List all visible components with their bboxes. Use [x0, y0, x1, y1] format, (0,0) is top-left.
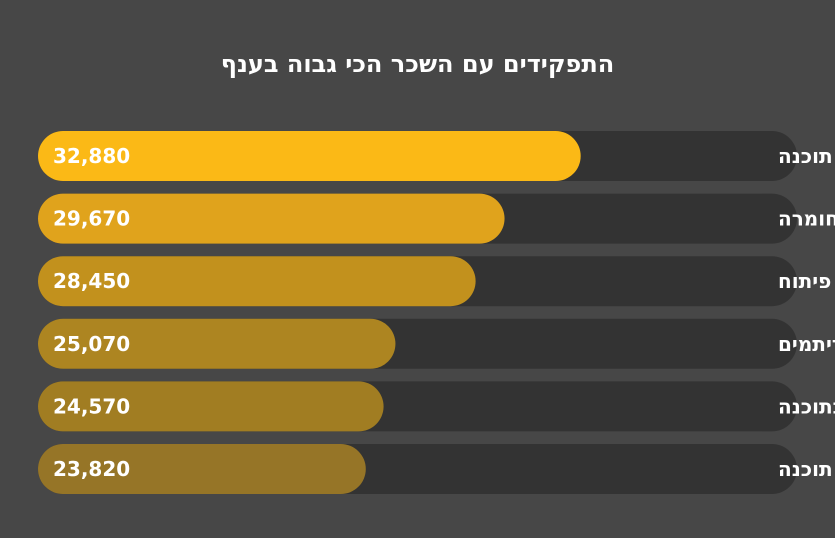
bar [38, 256, 476, 307]
data-label: 24,570 [53, 394, 130, 418]
bar [38, 381, 384, 432]
data-label: 28,450 [53, 269, 130, 293]
data-label: 23,820 [53, 457, 130, 481]
data-label: 25,070 [53, 332, 130, 356]
data-label: 32,880 [53, 144, 130, 168]
bar [38, 131, 581, 181]
category-label: ניהול מוצר בתוכנה [778, 394, 835, 418]
category-label: ראש צוות פיתוח [778, 269, 835, 293]
bar [38, 444, 366, 494]
bar [38, 193, 505, 244]
category-label: פיתוח אלגוריתמים [778, 332, 835, 356]
data-label: 29,670 [53, 207, 130, 231]
category-label: ארכיטקט תוכנה [778, 144, 835, 168]
category-label: מהנדס/ת מערכת תוכנה [778, 457, 835, 481]
category-label: ארכיטקט מערכות חומרה [778, 207, 835, 231]
bar [38, 318, 396, 369]
chart-title: התפקידים עם השכר הכי גבוה בענף [220, 50, 615, 78]
